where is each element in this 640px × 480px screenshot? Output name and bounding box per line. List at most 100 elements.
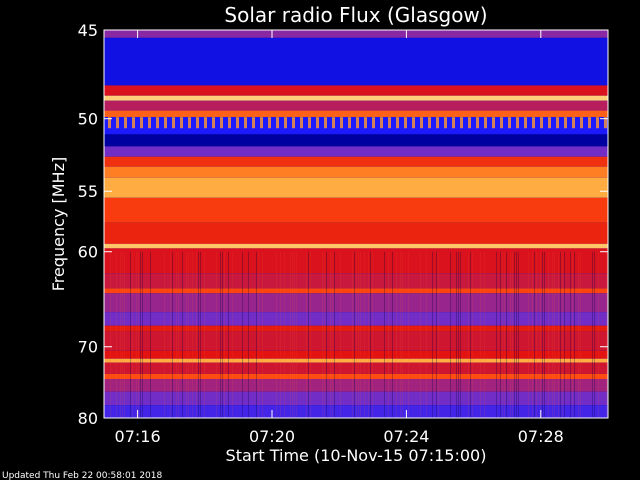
texture-streak [480, 251, 481, 418]
texture-streak [598, 251, 599, 418]
texture-dot [180, 117, 183, 129]
texture-dot [524, 117, 527, 129]
texture-dot [604, 117, 607, 129]
texture-streak [364, 251, 365, 418]
frequency-band [104, 37, 608, 86]
texture-streak [258, 251, 259, 418]
texture-streak [356, 251, 357, 418]
y-tick-label: 55 [78, 182, 98, 201]
texture-streak [396, 251, 397, 418]
texture-streak [436, 251, 437, 418]
texture-dot [372, 117, 375, 129]
texture-streak [186, 251, 187, 418]
x-tick-label: 07:28 [518, 427, 564, 446]
texture-streak [544, 251, 545, 418]
texture-streak [420, 251, 421, 418]
texture-dot [564, 117, 567, 129]
texture-streak [142, 251, 143, 418]
texture-streak [294, 251, 295, 418]
frequency-band [104, 312, 608, 326]
texture-dot [484, 117, 487, 129]
texture-streak [200, 251, 201, 418]
frequency-band [104, 248, 608, 274]
texture-streak [580, 251, 581, 418]
texture-streak [512, 251, 513, 418]
texture-dot [308, 117, 311, 129]
texture-dot [340, 117, 343, 129]
texture-dot [156, 117, 159, 129]
texture-streak [116, 251, 117, 418]
texture-streak [216, 251, 217, 418]
texture-streak [122, 251, 123, 418]
texture-streak [242, 251, 243, 418]
texture-dot [252, 117, 255, 129]
texture-dot [596, 117, 599, 129]
texture-streak [354, 251, 355, 418]
frequency-band [104, 166, 608, 178]
texture-dot [172, 117, 175, 129]
texture-streak [228, 251, 229, 418]
frequency-band [104, 222, 608, 244]
texture-streak [330, 251, 331, 418]
frequency-band [104, 350, 608, 359]
texture-streak [310, 251, 311, 418]
texture-streak [322, 251, 323, 418]
texture-streak [170, 251, 171, 418]
chart-title: Solar radio Flux (Glasgow) [224, 3, 487, 27]
texture-dot [244, 117, 247, 129]
texture-streak [292, 251, 293, 418]
texture-streak [222, 251, 223, 418]
texture-streak [572, 251, 573, 418]
texture-dot [500, 117, 503, 129]
x-tick-label: 07:20 [249, 427, 295, 446]
texture-dot [196, 117, 199, 129]
texture-dot [124, 117, 127, 129]
texture-dot [140, 117, 143, 129]
texture-streak [484, 251, 485, 418]
texture-streak [284, 251, 285, 418]
texture-streak [334, 251, 335, 418]
texture-streak [256, 251, 257, 418]
texture-dot [428, 117, 431, 129]
texture-streak [368, 251, 369, 418]
frequency-band [104, 146, 608, 157]
texture-streak [510, 251, 511, 418]
texture-streak [120, 251, 121, 418]
texture-streak [172, 251, 173, 418]
texture-streak [514, 251, 515, 418]
texture-streak [534, 251, 535, 418]
texture-streak [130, 251, 131, 418]
texture-streak [296, 251, 297, 418]
texture-streak [516, 251, 517, 418]
x-axis-title: Start Time (10-Nov-15 07:15:00) [226, 446, 487, 465]
texture-streak [472, 251, 473, 418]
texture-streak [332, 251, 333, 418]
texture-dot [580, 117, 583, 129]
texture-streak [558, 251, 559, 418]
texture-dot [452, 117, 455, 129]
frequency-band [104, 243, 608, 249]
frequency-band [104, 373, 608, 379]
texture-streak [400, 251, 401, 418]
frequency-band [104, 325, 608, 332]
texture-dot [380, 117, 383, 129]
texture-streak [528, 251, 529, 418]
y-tick-label: 60 [78, 243, 98, 262]
x-tick-label: 07:24 [383, 427, 429, 446]
texture-streak [182, 251, 183, 418]
texture-streak [306, 251, 307, 418]
texture-streak [540, 251, 541, 418]
frequency-band [104, 156, 608, 167]
frequency-bands [104, 30, 608, 418]
texture-streak [326, 251, 327, 418]
texture-streak [592, 251, 593, 418]
texture-streak [500, 251, 501, 418]
frequency-band [104, 177, 608, 198]
frequency-band [104, 197, 608, 223]
frequency-band [104, 85, 608, 96]
texture-streak [574, 251, 575, 418]
frequency-band [104, 288, 608, 294]
texture-streak [450, 251, 451, 418]
texture-dot [388, 117, 391, 129]
texture-streak [224, 251, 225, 418]
